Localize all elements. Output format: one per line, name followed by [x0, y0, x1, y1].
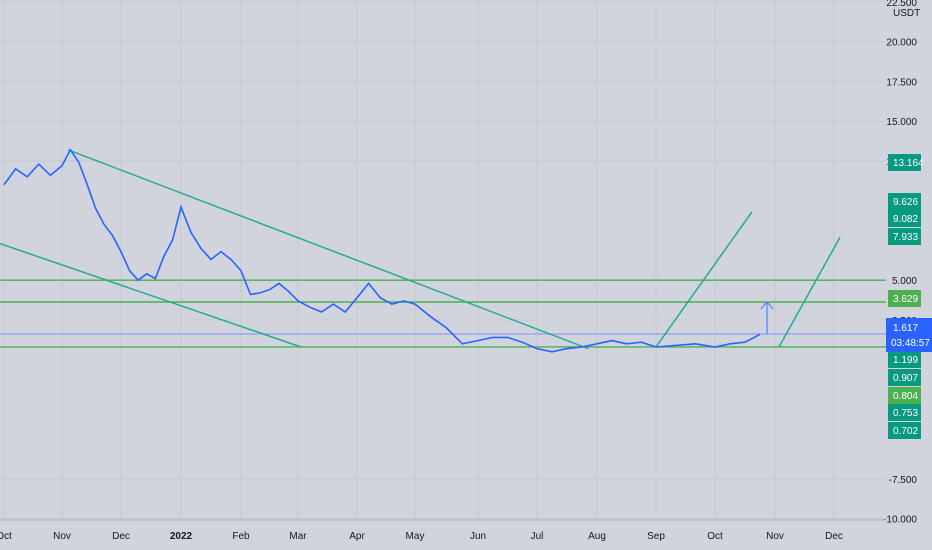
price-badge-label: 7.933 [893, 232, 918, 243]
price-badge [888, 422, 921, 439]
countdown-label: 03:48:57 [891, 338, 930, 349]
currency-label: USDT [893, 8, 920, 19]
y-tick-label: -10.000 [883, 515, 917, 526]
trend-lines [0, 149, 841, 350]
y-tick-label: 17.500 [886, 77, 917, 88]
price-series [3, 148, 761, 353]
x-axis: Oct Nov Dec 2022 Feb Mar Apr May Jun Jul Aug Sep Oct… [0, 519, 886, 542]
x-tick-label: Aug [588, 531, 606, 542]
price-badge-label: 3.629 [893, 294, 918, 305]
price-badge-label: 13.164 [893, 158, 924, 169]
price-badge-label: 0.804 [893, 391, 918, 402]
price-badge [888, 193, 921, 210]
x-tick-label: Nov [766, 531, 784, 542]
price-line [3, 148, 761, 353]
x-tick-label: 2022 [170, 531, 193, 542]
y-tick-label: 20.000 [886, 38, 917, 49]
y-tick-label: 5.000 [892, 276, 917, 287]
trend-line [0, 242, 302, 348]
arrow-head [760, 300, 774, 310]
x-tick-label: Dec [112, 531, 130, 542]
x-tick-label: Oct [707, 531, 723, 542]
trend-line [67, 149, 589, 350]
trend-line [778, 236, 841, 348]
x-tick-label: Apr [349, 531, 365, 542]
price-badge-label: 0.702 [893, 426, 918, 437]
price-badge-label: 0.907 [893, 373, 918, 384]
x-tick-label: Jul [531, 531, 544, 542]
trend-line [655, 211, 753, 348]
y-tick-label: -7.500 [889, 475, 918, 486]
price-badge-label: 1.199 [893, 355, 918, 366]
price-badge [888, 290, 921, 307]
y-tick-label: 15.000 [886, 117, 917, 128]
price-badge-label: 0.753 [893, 408, 918, 419]
price-badge [888, 369, 921, 386]
y-tick-label: 22.500 [886, 0, 917, 9]
x-tick-label: Sep [647, 531, 665, 542]
price-badge-label: 9.626 [893, 197, 918, 208]
price-badge [888, 387, 921, 404]
price-badge [888, 351, 921, 368]
horizontal-levels [0, 279, 886, 348]
x-tick-label: Dec [825, 531, 843, 542]
price-badge [888, 404, 921, 421]
x-tick-label: Jun [470, 531, 486, 542]
current-price-label: 1.617 [893, 323, 918, 334]
current-price-badge [886, 318, 932, 352]
x-tick-label: Mar [289, 531, 307, 542]
price-badge [888, 228, 921, 245]
x-tick-label: Feb [232, 531, 250, 542]
price-badge [888, 210, 921, 227]
x-tick-label: Nov [53, 531, 71, 542]
x-tick-label: May [406, 531, 425, 542]
price-badge-label: 9.082 [893, 214, 918, 225]
x-tick-label: Oct [0, 531, 12, 542]
price-badge [888, 154, 921, 171]
price-badges: 13.164 9.626 9.082 7.933 3.629 1.199 0.907 0.80… [886, 154, 932, 439]
projection-arrow [760, 300, 774, 335]
